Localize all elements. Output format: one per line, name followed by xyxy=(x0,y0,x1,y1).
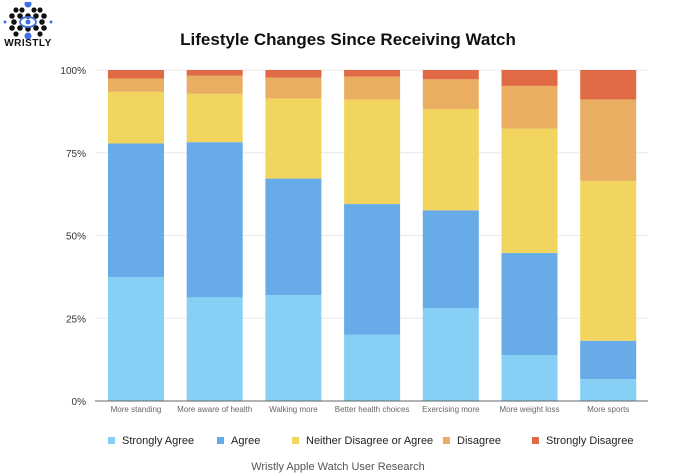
legend-label: Strongly Agree xyxy=(122,435,194,447)
x-tick-label: More aware of health xyxy=(177,405,252,414)
x-tick-label: More standing xyxy=(111,405,162,414)
bar-segment-strongly-agree xyxy=(344,334,401,401)
logo-dot xyxy=(24,2,32,8)
logo-pupil xyxy=(25,19,31,25)
logo-dot xyxy=(39,19,45,25)
logo-dot xyxy=(11,19,17,25)
logo-dot xyxy=(9,25,15,31)
bar-segment-neither-disagree-or-agree xyxy=(108,91,164,144)
bar-segment-strongly-disagree xyxy=(501,70,558,86)
logo-dot xyxy=(24,32,32,40)
bar-segment-agree xyxy=(501,253,558,355)
bar-segment-neither-disagree-or-agree xyxy=(186,93,243,143)
x-tick-label: Better health choices xyxy=(335,405,410,414)
logo-dot xyxy=(17,13,23,19)
y-tick-label: 100% xyxy=(60,66,86,77)
bar-segment-strongly-agree xyxy=(265,295,322,401)
bar-segment-disagree xyxy=(422,79,479,110)
bar-segment-disagree xyxy=(501,85,558,129)
legend-label: Agree xyxy=(231,435,260,447)
logo-dot xyxy=(3,20,7,24)
logo-dot xyxy=(33,25,39,31)
bar-segment-agree xyxy=(108,143,164,278)
logo-dot xyxy=(19,7,25,13)
bar-segment-neither-disagree-or-agree xyxy=(501,128,558,254)
legend-swatch xyxy=(108,437,115,444)
bar-segment-strongly-disagree xyxy=(108,70,164,79)
y-tick-label: 75% xyxy=(66,149,86,160)
y-tick-label: 50% xyxy=(66,232,86,243)
bar-segment-neither-disagree-or-agree xyxy=(265,98,322,179)
x-tick-label: More weight loss xyxy=(499,405,559,414)
bar-segment-agree xyxy=(186,142,243,298)
bar-segment-neither-disagree-or-agree xyxy=(422,109,479,211)
legend-swatch xyxy=(292,437,299,444)
bar-segment-strongly-agree xyxy=(186,297,243,401)
logo-dot xyxy=(37,7,43,13)
wristly-logo-icon xyxy=(3,2,53,40)
logo-dot xyxy=(49,20,53,24)
bar-segment-strongly-agree xyxy=(422,308,479,401)
logo-dot xyxy=(13,31,19,37)
bar-segment-strongly-agree xyxy=(108,277,164,401)
logo-dot xyxy=(17,25,23,31)
bar-segment-strongly-disagree xyxy=(186,70,243,76)
bar-segment-disagree xyxy=(344,76,401,100)
x-tick-label: Walking more xyxy=(269,405,318,414)
chart-source: Wristly Apple Watch User Research xyxy=(251,461,425,473)
logo-dot xyxy=(41,25,47,31)
bar-segment-strongly-agree xyxy=(501,354,558,401)
bar-segment-strongly-disagree xyxy=(422,70,479,80)
legend-label: Neither Disagree or Agree xyxy=(306,435,433,447)
bar-segment-agree xyxy=(580,340,637,380)
legend-swatch xyxy=(532,437,539,444)
bar-segment-agree xyxy=(265,178,322,296)
logo-dot xyxy=(31,7,37,13)
bar-segment-strongly-disagree xyxy=(344,70,401,77)
legend-swatch xyxy=(217,437,224,444)
bar-segment-strongly-disagree xyxy=(265,70,322,78)
logo-dot xyxy=(13,7,19,13)
bar-segment-neither-disagree-or-agree xyxy=(580,180,637,341)
logo-dot xyxy=(9,13,15,19)
x-tick-label: More sports xyxy=(587,405,629,414)
legend-label: Disagree xyxy=(457,435,501,447)
logo-dot xyxy=(33,13,39,19)
logo-eye xyxy=(19,16,37,28)
y-tick-label: 0% xyxy=(72,397,87,408)
bar-segment-neither-disagree-or-agree xyxy=(344,99,401,205)
logo-dot xyxy=(41,13,47,19)
bar-segment-strongly-agree xyxy=(580,379,637,401)
y-tick-label: 25% xyxy=(66,314,86,325)
bar-segment-disagree xyxy=(580,99,637,181)
bar-segment-agree xyxy=(344,204,401,335)
logo-dot xyxy=(37,31,43,37)
chart-title: Lifestyle Changes Since Receiving Watch xyxy=(180,30,516,49)
legend-swatch xyxy=(443,437,450,444)
bar-segment-disagree xyxy=(265,77,322,99)
bar-segment-strongly-disagree xyxy=(580,70,637,100)
bar-segment-agree xyxy=(422,210,479,309)
x-tick-label: Exercising more xyxy=(422,405,480,414)
legend-label: Strongly Disagree xyxy=(546,435,633,447)
brand-name: WRISTLY xyxy=(4,38,52,49)
bar-segment-disagree xyxy=(108,78,164,92)
bar-segment-disagree xyxy=(186,75,243,94)
